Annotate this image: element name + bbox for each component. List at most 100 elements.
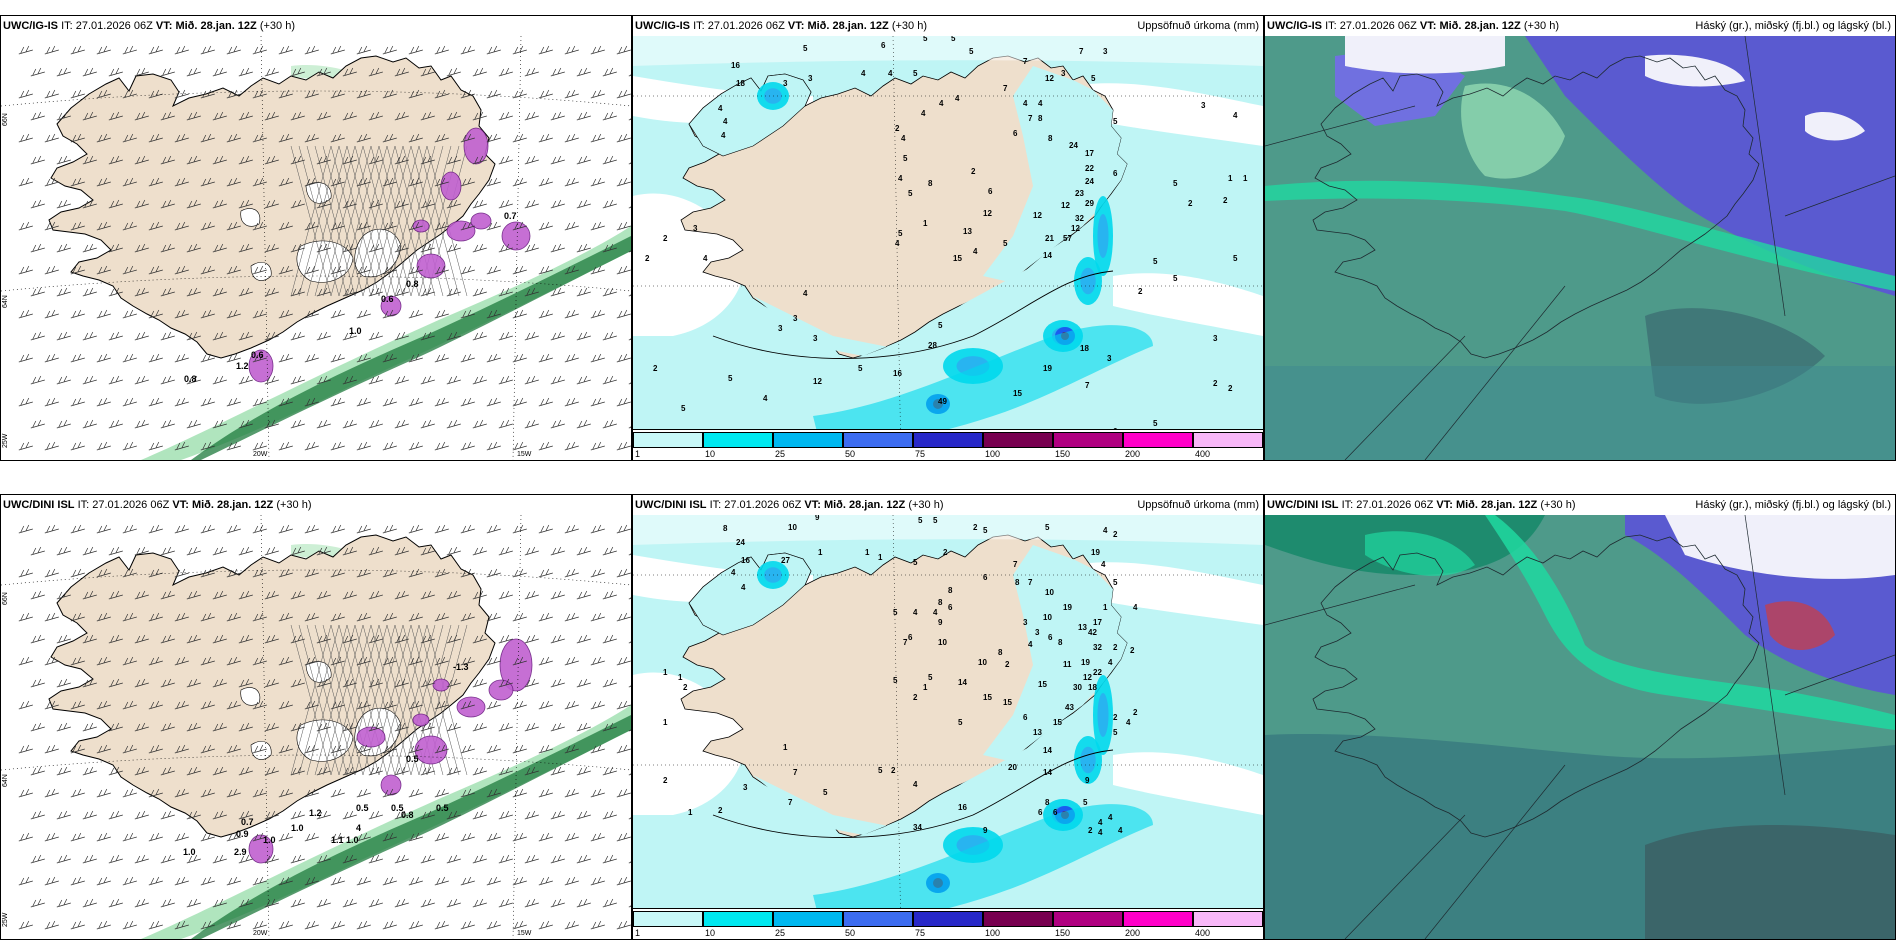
- colorbar-swatch: [1123, 911, 1193, 927]
- precip-total-label: 7: [1028, 578, 1033, 587]
- precip-total-label: 6: [881, 41, 886, 50]
- precip-total-label: 13: [963, 227, 972, 236]
- precip-total-label: 8: [1058, 638, 1063, 647]
- precip-total-label: 5: [823, 788, 828, 797]
- colorbar-swatch: [913, 432, 983, 448]
- precip-total-label: 1: [678, 673, 683, 682]
- precip-total-label: 6: [1013, 129, 1018, 138]
- precip-total-label: 8: [938, 598, 943, 607]
- lat-label-66n: 66N: [2, 592, 9, 605]
- precip-rate-label: 1.0: [263, 835, 276, 845]
- precip-total-label: 3: [1023, 618, 1028, 627]
- precip-total-label: 6: [1048, 633, 1053, 642]
- colorbar-tick-label: 400: [1195, 449, 1211, 459]
- precip-total-label: 2: [1113, 530, 1118, 539]
- precip-total-label: 7: [1003, 84, 1008, 93]
- panel-wind-snow-dini: UWC/DINI ISL IT: 27.01.2026 06Z VT: Mið.…: [0, 494, 632, 940]
- precip-total-label: 6: [988, 187, 993, 196]
- precip-total-label: 42: [1088, 628, 1097, 637]
- precip-rate-label: 4: [356, 823, 361, 833]
- precip-rate-label: 0.8: [401, 810, 414, 820]
- precip-total-label: 2: [683, 683, 688, 692]
- precip-total-label: 57: [1063, 234, 1072, 243]
- precip-total-label: 5: [858, 364, 863, 373]
- precip-rate-label: -1.3: [453, 662, 469, 672]
- precip-total-label: 4: [933, 608, 938, 617]
- precip-total-label: 2: [973, 523, 978, 532]
- colorbar-tick-label: 75: [915, 928, 926, 938]
- precip-total-label: 4: [1108, 658, 1113, 667]
- precip-total-label: 4: [703, 254, 708, 263]
- precip-total-label: 4: [1101, 560, 1106, 569]
- precip-total-label: 5: [898, 229, 903, 238]
- precip-total-label: 5: [878, 766, 883, 775]
- precip-total-label: 43: [1065, 703, 1074, 712]
- precip-total-label: 10: [1043, 613, 1052, 622]
- colorbar-swatch: [1193, 911, 1263, 927]
- panel-cloud-dini: UWC/DINI ISL IT: 27.01.2026 06Z VT: Mið.…: [1264, 494, 1896, 940]
- precip-total-label: 8: [1015, 578, 1020, 587]
- precip-total-label: 23: [1075, 189, 1084, 198]
- precip-total-label: 16: [741, 556, 750, 565]
- precip-total-label: 14: [958, 678, 967, 687]
- precip-total-label: 22: [1085, 164, 1094, 173]
- precip-rate-label: 0.9: [236, 829, 249, 839]
- precip-total-label: 4: [913, 780, 918, 789]
- precip-total-label: 15: [1013, 389, 1022, 398]
- precip-rate-label: 0.5: [356, 803, 369, 813]
- colorbar-tick-label: 200: [1125, 449, 1141, 459]
- precip-total-label: 12: [813, 377, 822, 386]
- precip-total-label: 15: [983, 693, 992, 702]
- precip-total-label: 3: [1107, 354, 1112, 363]
- precip-rate-label: 0.5: [391, 803, 404, 813]
- colorbar-tick-label: 400: [1195, 928, 1211, 938]
- precip-total-label: 2: [1223, 196, 1228, 205]
- colorbar-swatch: [773, 911, 843, 927]
- precip-total-label: 49: [938, 397, 947, 406]
- precip-total-label: 4: [913, 608, 918, 617]
- precip-total-label: 9: [938, 618, 943, 627]
- wind-barbs: [18, 45, 631, 451]
- precip-total-label: 13: [1033, 728, 1042, 737]
- snow-cell: [432, 678, 450, 692]
- precip-total-label: 4: [1118, 826, 1123, 835]
- precip-total-label: 15: [1053, 718, 1062, 727]
- precip-total-label: 3: [743, 783, 748, 792]
- colorbar-swatch: [983, 432, 1053, 448]
- front-line: [712, 270, 1114, 359]
- colorbar-tick-label: 1: [635, 449, 641, 459]
- colorbar-swatch: [1193, 432, 1263, 448]
- colorbar-tick-label: 150: [1055, 449, 1071, 459]
- precip-total-label: 10: [938, 638, 947, 647]
- colorbar-swatch: [983, 911, 1053, 927]
- snow-cell: [463, 127, 489, 165]
- lon-label-25w: 25W: [2, 912, 9, 927]
- precip-total-label: 3: [808, 74, 813, 83]
- precip-total-label: 4: [763, 394, 768, 403]
- precip-total-label: 4: [731, 568, 736, 577]
- precip-rate-label: 0.5: [406, 754, 419, 764]
- precip-total-label: 5: [1091, 74, 1096, 83]
- precip-total-label: 5: [969, 47, 974, 56]
- precip-total-label: 4: [1028, 640, 1033, 649]
- precip-total-label: 8: [1045, 798, 1050, 807]
- cloud-cover-map: [1265, 36, 1895, 460]
- colorbar-tick-label: 10: [705, 928, 716, 938]
- precip-total-label: 7: [1079, 47, 1084, 56]
- precip-total-label: 7: [1023, 57, 1028, 66]
- colorbar-swatch: [913, 911, 983, 927]
- precip-total-label: 14: [1043, 746, 1052, 755]
- coastline: [1312, 534, 1760, 838]
- precip-total-label: 6: [1038, 808, 1043, 817]
- colorbar-tick-label: 1: [635, 928, 641, 938]
- precip-total-label: 1: [663, 668, 668, 677]
- wind-precip-map: 66N 64N 25W 20W 15W 0.7 0.8 0.6 1.0 0.6 0.8 1.2: [1, 36, 631, 460]
- lat-label-66n: 66N: [2, 113, 9, 126]
- precip-total-label: 5: [903, 154, 908, 163]
- precip-total-label: 1: [878, 553, 883, 562]
- precip-total-label: 4: [955, 94, 960, 103]
- precip-total-label: 2: [1133, 708, 1138, 717]
- precip-total-label: 5: [983, 526, 988, 535]
- precip-rate-label: 0.5: [436, 803, 449, 813]
- precip-total-label: 2: [1188, 199, 1193, 208]
